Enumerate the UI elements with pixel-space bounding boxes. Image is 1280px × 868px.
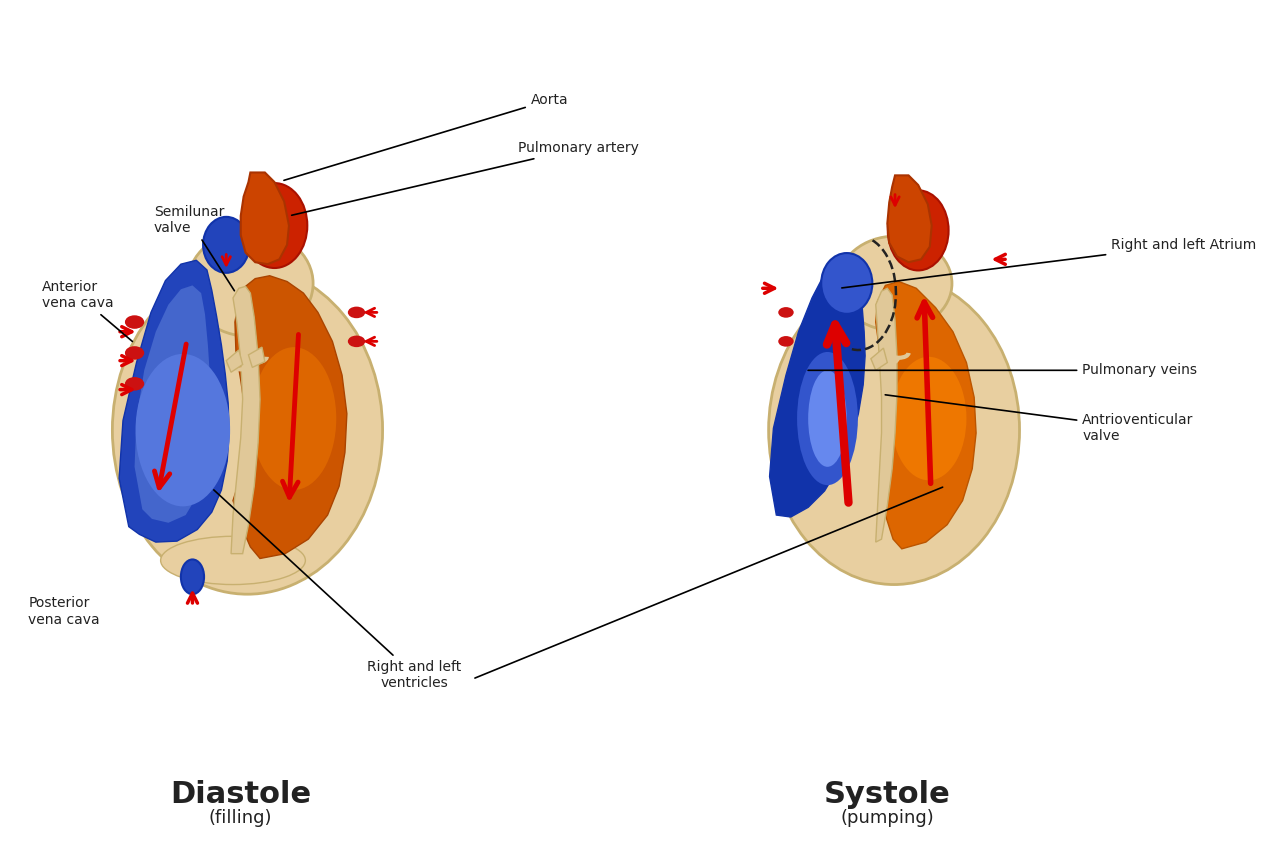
Text: Right and left
ventricles: Right and left ventricles bbox=[214, 490, 462, 690]
Text: Diastole: Diastole bbox=[170, 780, 311, 810]
Text: (pumping): (pumping) bbox=[841, 809, 934, 827]
Polygon shape bbox=[870, 348, 887, 371]
Polygon shape bbox=[248, 347, 265, 367]
Polygon shape bbox=[876, 281, 977, 549]
Ellipse shape bbox=[136, 354, 230, 506]
Ellipse shape bbox=[125, 377, 145, 391]
Ellipse shape bbox=[113, 266, 383, 595]
Polygon shape bbox=[227, 350, 243, 372]
Ellipse shape bbox=[838, 236, 952, 331]
Ellipse shape bbox=[768, 276, 1020, 584]
Polygon shape bbox=[233, 276, 347, 558]
Text: Right and left Atrium: Right and left Atrium bbox=[842, 238, 1257, 288]
Ellipse shape bbox=[348, 336, 365, 347]
Polygon shape bbox=[241, 173, 289, 264]
Ellipse shape bbox=[808, 371, 847, 467]
Ellipse shape bbox=[822, 253, 873, 314]
Ellipse shape bbox=[125, 346, 145, 359]
Polygon shape bbox=[134, 286, 211, 523]
Text: Antrioventicular
valve: Antrioventicular valve bbox=[886, 395, 1194, 444]
Text: (filling): (filling) bbox=[209, 809, 273, 827]
Ellipse shape bbox=[251, 347, 337, 490]
Ellipse shape bbox=[888, 190, 948, 271]
Ellipse shape bbox=[125, 315, 145, 329]
Text: Aorta: Aorta bbox=[284, 93, 568, 181]
Ellipse shape bbox=[778, 336, 794, 346]
Ellipse shape bbox=[204, 217, 250, 273]
Ellipse shape bbox=[242, 183, 307, 268]
Text: Pulmonary veins: Pulmonary veins bbox=[808, 364, 1197, 378]
Text: Anterior
vena cava: Anterior vena cava bbox=[42, 280, 132, 341]
Polygon shape bbox=[887, 175, 932, 262]
Text: Pulmonary artery: Pulmonary artery bbox=[292, 141, 639, 215]
Ellipse shape bbox=[180, 560, 204, 595]
Text: Systole: Systole bbox=[824, 780, 951, 810]
Ellipse shape bbox=[160, 536, 306, 584]
Polygon shape bbox=[232, 286, 260, 554]
Ellipse shape bbox=[778, 307, 794, 318]
Ellipse shape bbox=[188, 230, 314, 337]
Polygon shape bbox=[769, 262, 865, 517]
Text: Semilunar
valve: Semilunar valve bbox=[154, 205, 234, 291]
Ellipse shape bbox=[348, 306, 365, 319]
Polygon shape bbox=[876, 288, 897, 542]
Ellipse shape bbox=[797, 352, 858, 485]
Text: Posterior
vena cava: Posterior vena cava bbox=[28, 596, 100, 627]
Ellipse shape bbox=[891, 357, 966, 480]
Polygon shape bbox=[119, 260, 229, 542]
